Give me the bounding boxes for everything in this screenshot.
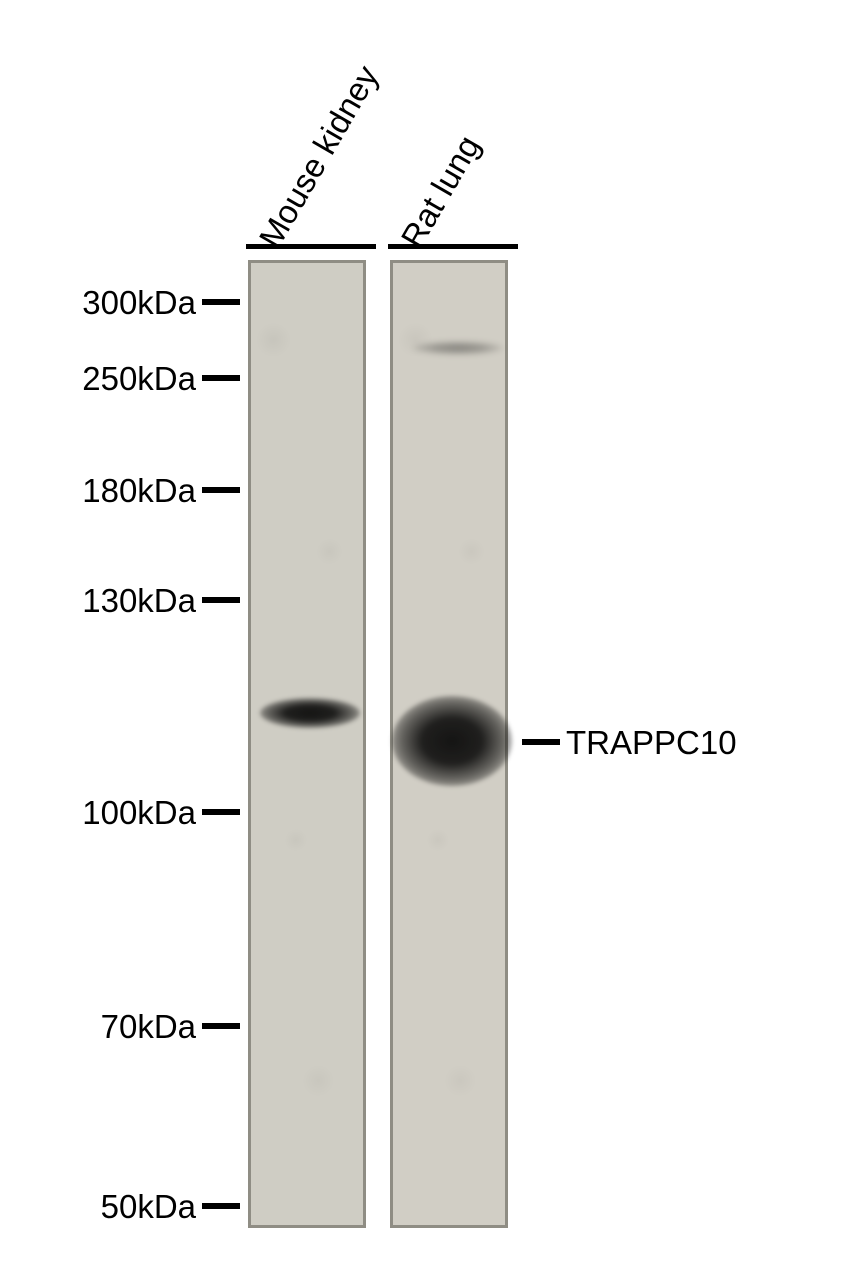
marker-label: 180kDa xyxy=(82,472,196,510)
marker-label: 250kDa xyxy=(82,360,196,398)
marker-label: 130kDa xyxy=(82,582,196,620)
marker-label: 300kDa xyxy=(82,284,196,322)
marker-tick xyxy=(202,1203,240,1209)
blot-figure: 300kDa 250kDa 180kDa 130kDa 100kDa 70kDa… xyxy=(0,0,856,1280)
marker-tick xyxy=(202,597,240,603)
target-band-tick xyxy=(522,739,560,745)
marker-tick xyxy=(202,809,240,815)
lane-rat-lung xyxy=(390,260,508,1228)
marker-label: 50kDa xyxy=(101,1188,196,1226)
marker-label: 100kDa xyxy=(82,794,196,832)
band-mouse-kidney xyxy=(260,698,360,728)
marker-label: 70kDa xyxy=(101,1008,196,1046)
band-rat-lung-main xyxy=(392,696,512,786)
lane-mouse-kidney xyxy=(248,260,366,1228)
lane-label-rat-lung: Rat lung xyxy=(394,129,488,254)
marker-tick xyxy=(202,1023,240,1029)
lane-underline xyxy=(246,244,376,249)
marker-tick xyxy=(202,375,240,381)
target-band-label: TRAPPC10 xyxy=(566,724,737,762)
lane-label-mouse-kidney: Mouse kidney xyxy=(252,59,387,254)
marker-tick xyxy=(202,487,240,493)
band-rat-lung-faint xyxy=(413,341,503,355)
lane-noise xyxy=(251,263,363,1225)
lane-underline xyxy=(388,244,518,249)
marker-tick xyxy=(202,299,240,305)
